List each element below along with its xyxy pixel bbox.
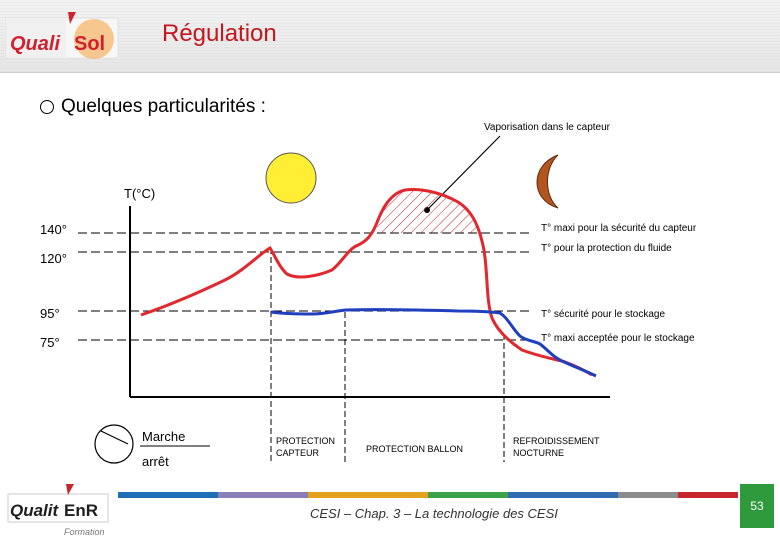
svg-text:Sol: Sol [74, 33, 105, 55]
footer-bar-segment [218, 492, 308, 498]
footer-color-bar [118, 492, 738, 498]
level-75-label: T° maxi acceptée pour le stockage [541, 333, 695, 344]
svg-text:Quali: Quali [10, 33, 60, 55]
level-75-value: 75° [40, 335, 60, 350]
phase-3-label-line2: NOCTURNE [513, 448, 564, 458]
vaporisation-annotation: Vaporisation dans le capteur [484, 122, 611, 133]
switch-on-label: Marche [142, 429, 185, 444]
blue-curve [270, 308, 597, 378]
switch-off-label: arrêt [142, 454, 169, 469]
footer-caption: CESI – Chap. 3 – La technologie des CESI [310, 506, 558, 521]
bullet-circle-icon [40, 100, 54, 114]
phase-2-label: PROTECTION BALLON [366, 444, 463, 454]
level-120-label: T° pour la protection du fluide [541, 243, 672, 254]
switch-icon [94, 424, 134, 464]
moon-icon [536, 154, 559, 209]
svg-text:EnR: EnR [64, 501, 98, 520]
header-band [0, 0, 780, 73]
phase-3-label-line1: REFROIDISSEMENT [513, 436, 600, 446]
page-number-badge: 53 [740, 484, 774, 528]
qualisol-logo: Quali Sol [5, 12, 119, 59]
bullet-text: Quelques particularités : [61, 96, 266, 117]
slide-title: Régulation [162, 20, 277, 47]
axis-label: T(°C) [124, 186, 155, 201]
footer-bar-segment [308, 492, 428, 498]
sun-icon [265, 152, 317, 204]
switch-lever-icon [100, 430, 129, 445]
level-95-value: 95° [40, 306, 60, 321]
phase-1-label-line1: PROTECTION [276, 436, 335, 446]
level-95-label: T° sécurité pour le stockage [541, 309, 665, 320]
level-120-value: 120° [40, 251, 67, 266]
footer-bar-segment [508, 492, 618, 498]
level-140-value: 140° [40, 222, 67, 237]
footer-bar-segment [428, 492, 508, 498]
red-curve [140, 188, 593, 377]
footer-bar-segment [618, 492, 678, 498]
phase-1-label-line2: CAPTEUR [276, 448, 320, 458]
svg-text:Qualit: Qualit [10, 501, 60, 520]
qualitenr-logo: Qualit EnR Formation [7, 484, 109, 537]
footer-bar-segment [118, 492, 218, 498]
level-140-label: T° maxi pour la sécurité du capteur [541, 223, 697, 234]
bullet-line: Quelques particularités : [40, 96, 266, 118]
svg-text:Formation: Formation [64, 527, 105, 537]
footer-bar-segment [678, 492, 738, 498]
